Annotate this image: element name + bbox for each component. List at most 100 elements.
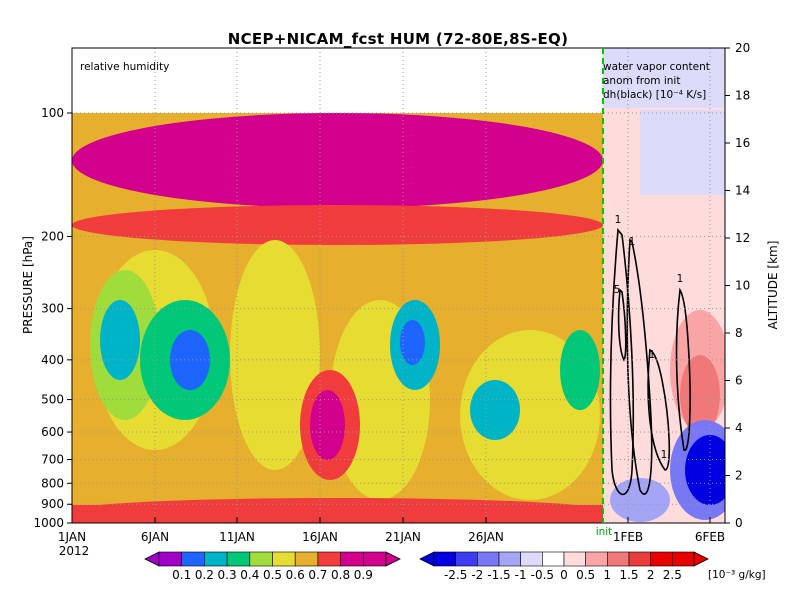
- rh-region: [310, 390, 345, 460]
- anom-colorbar-label: 2: [647, 568, 655, 582]
- right-panel-label-1: water vapor content: [603, 61, 710, 73]
- x-tick-label: 26JAN: [468, 530, 504, 544]
- rh-colorbar-label: 0.7: [308, 568, 327, 582]
- anom-region: [610, 478, 670, 522]
- anom-colorbar-swatch: [433, 551, 456, 567]
- anom-colorbar-swatch: [628, 551, 651, 567]
- colorbar-relative-humidity: 0.1 0.2 0.3 0.4 0.5 0.6 0.7 0.8 0.9: [144, 551, 401, 582]
- x-tick-label: 1JAN: [58, 530, 86, 544]
- y-tick-label-left: 400: [41, 353, 64, 367]
- anom-colorbar-label: -0.5: [531, 568, 554, 582]
- relative-humidity-field: [72, 113, 603, 523]
- rh-colorbar-swatch: [204, 551, 228, 567]
- anom-colorbar-label: 2.5: [663, 568, 682, 582]
- anom-colorbar-arrow-low: [419, 551, 435, 567]
- y-tick-label-right: 20: [735, 41, 750, 55]
- colorbar-right-unit: [10⁻³ g/kg]: [708, 569, 766, 581]
- rh-colorbar-label: 0.2: [195, 568, 214, 582]
- init-label: init: [596, 526, 613, 538]
- y-ticks-left: 100 200 300 400 500 600 700 800 900 1000: [33, 106, 72, 530]
- y-tick-label-left: 700: [41, 452, 64, 466]
- y-ticks-right: 0 2 4 6 8 10 12 14 16 18 20: [725, 41, 750, 530]
- anom-colorbar-arrow-high: [693, 551, 709, 567]
- anom-colorbar-swatch: [650, 551, 673, 567]
- anom-colorbar-swatch: [520, 551, 543, 567]
- y-tick-label-right: 12: [735, 231, 750, 245]
- anom-colorbar-label: -1: [515, 568, 527, 582]
- y-tick-label-left: 500: [41, 393, 64, 407]
- anom-colorbar-swatch: [477, 551, 500, 567]
- rh-colorbar-arrow-high: [385, 551, 401, 567]
- x-ticks: 1JAN 6JAN 11JAN 16JAN 21JAN 26JAN 1FEB 6FEB: [58, 517, 725, 544]
- anom-colorbar-label: 1: [604, 568, 612, 582]
- rh-region: [560, 330, 600, 410]
- anom-colorbar-swatch: [455, 551, 478, 567]
- y-tick-label-right: 10: [735, 279, 750, 293]
- rh-colorbar-label: 0.4: [240, 568, 259, 582]
- rh-colorbar-swatch: [362, 551, 387, 567]
- rh-colorbar-swatch: [317, 551, 341, 567]
- rh-colorbar-label: 0.1: [172, 568, 191, 582]
- y-tick-label-left: 100: [41, 106, 64, 120]
- rh-region: [400, 320, 425, 365]
- y-tick-label-left: 1000: [33, 516, 64, 530]
- rh-region: [470, 380, 520, 440]
- y-tick-label-left: 600: [41, 425, 64, 439]
- y-tick-label-right: 14: [735, 184, 750, 198]
- y-tick-label-left: 200: [41, 229, 64, 243]
- rh-colorbar-label: 0.3: [218, 568, 237, 582]
- anom-region: [685, 435, 725, 505]
- y-tick-label-left: 800: [41, 476, 64, 490]
- x-tick-label: 16JAN: [302, 530, 338, 544]
- anom-colorbar-swatch: [672, 551, 695, 567]
- contour-label: 1: [615, 214, 622, 226]
- y-tick-label-right: 16: [735, 136, 750, 150]
- right-panel-label-2: anom from init: [603, 75, 680, 87]
- rh-region: [100, 300, 140, 380]
- contour-label: 1: [677, 273, 684, 285]
- x-tick-label: 21JAN: [385, 530, 421, 544]
- anom-colorbar-label: -2: [471, 568, 483, 582]
- anom-colorbar-label: -1.5: [487, 568, 510, 582]
- anom-colorbar-swatch: [563, 551, 586, 567]
- y-tick-label-right: 8: [735, 326, 743, 340]
- y-tick-label-left: 300: [41, 302, 64, 316]
- rh-colorbar-label: 0.8: [331, 568, 350, 582]
- y-tick-label-right: 2: [735, 469, 743, 483]
- x-tick-label: 6JAN: [141, 530, 169, 544]
- y-tick-label-left: 900: [41, 497, 64, 511]
- colorbar-vapor-anomaly: -2.5 -2 -1.5 -1 -0.5 0 0.5 1 1.5 2 2.5: [419, 551, 709, 582]
- anom-colorbar-swatch: [498, 551, 521, 567]
- anom-upper-band: [603, 48, 725, 108]
- y-tick-label-right: 18: [735, 89, 750, 103]
- anom-colorbar-swatch: [607, 551, 630, 567]
- rh-region: [72, 113, 603, 208]
- contour-label: 1: [661, 449, 668, 461]
- rh-region: [230, 240, 320, 470]
- y-tick-label-right: 0: [735, 516, 743, 530]
- rh-colorbar-swatch: [272, 551, 296, 567]
- anom-colorbar-label: 0.5: [576, 568, 595, 582]
- x-tick-label: 1FEB: [613, 530, 643, 544]
- rh-colorbar-arrow-low: [144, 551, 160, 567]
- rh-colorbar-label: 0.5: [263, 568, 282, 582]
- anom-colorbar-swatch: [585, 551, 608, 567]
- chart-title: NCEP+NICAM_fcst HUM (72-80E,8S-EQ): [228, 30, 568, 48]
- anom-region: [640, 110, 725, 195]
- rh-colorbar-swatch: [226, 551, 251, 567]
- right-panel-label-3: dh(black) [10⁻⁴ K/s]: [603, 89, 706, 101]
- rh-colorbar-swatch: [249, 551, 273, 567]
- heating-contour: [647, 348, 671, 471]
- y-axis-right-label: ALTITUDE [km]: [766, 241, 780, 330]
- vapor-anomaly-field: [603, 48, 725, 523]
- rh-colorbar-swatch: [294, 551, 319, 567]
- left-panel-label: relative humidity: [80, 61, 169, 73]
- anom-colorbar-label: -2.5: [444, 568, 467, 582]
- anom-colorbar-label: 1.5: [619, 568, 638, 582]
- rh-colorbar-swatch: [181, 551, 205, 567]
- y-tick-label-right: 4: [735, 421, 743, 435]
- x-axis-year: 2012: [59, 544, 90, 558]
- rh-colorbar-label: 0.6: [286, 568, 305, 582]
- contour-label: 1: [629, 236, 636, 248]
